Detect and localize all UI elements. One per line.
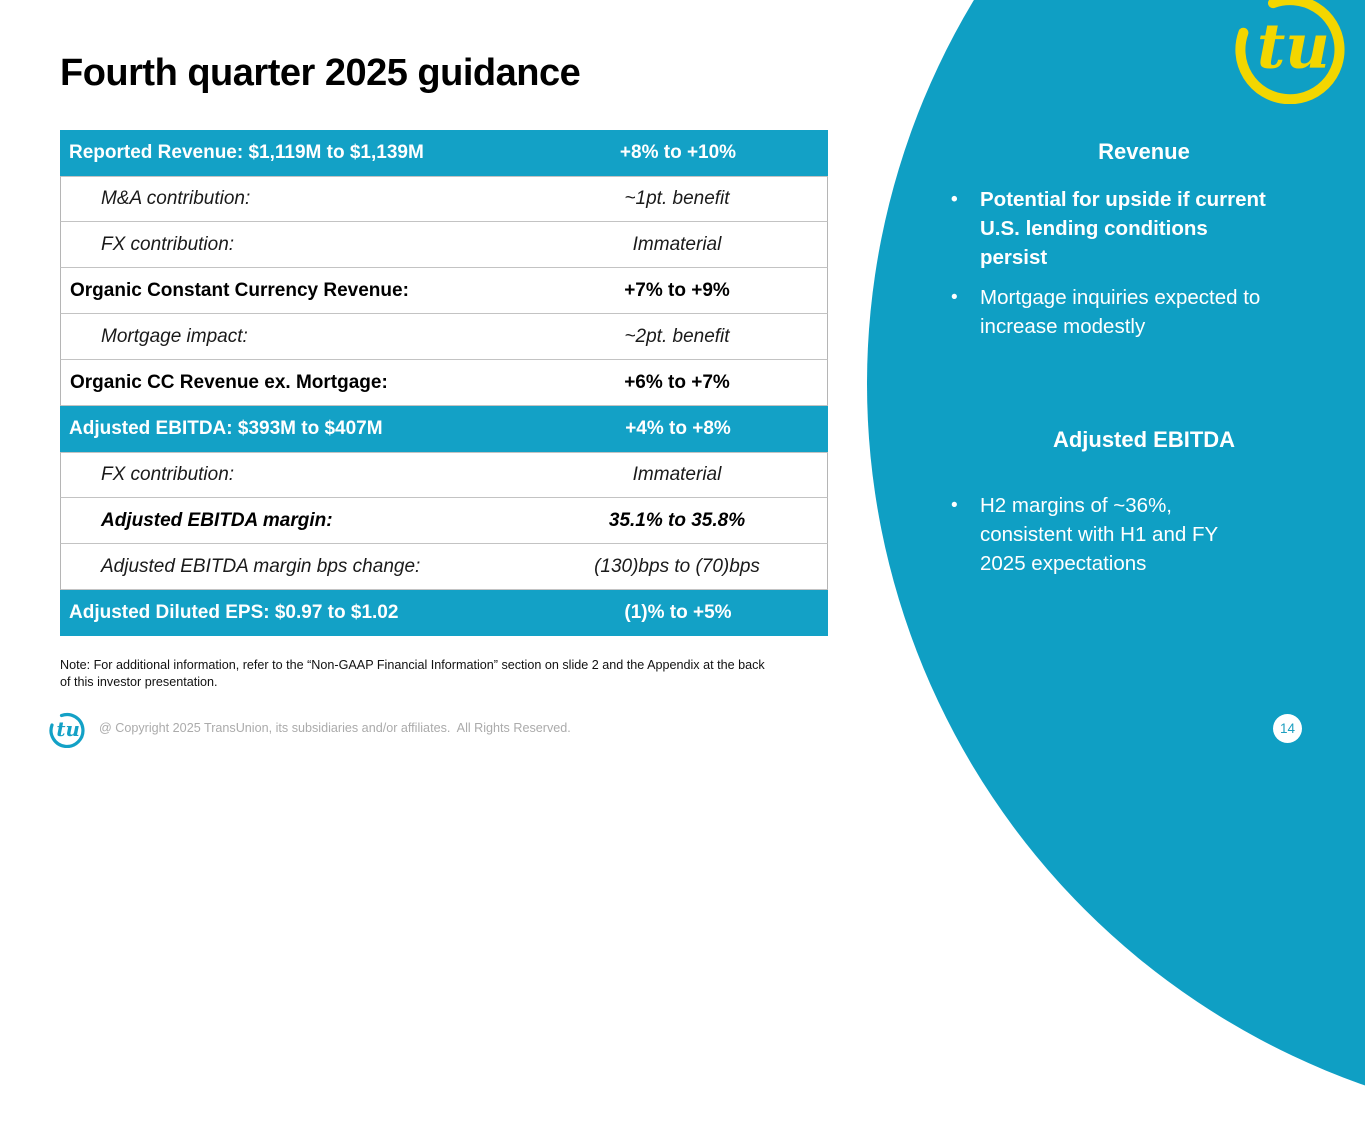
table-row: Adjusted Diluted EPS: $0.97 to $1.02 (1)… — [60, 590, 828, 636]
bullet-list: • H2 margins of ~36%, consistent with H1… — [946, 491, 1342, 578]
row-label: M&A contribution: — [101, 188, 251, 209]
table-row: Organic Constant Currency Revenue: +7% t… — [60, 268, 828, 314]
table-row: Mortgage impact: ~2pt. benefit — [60, 314, 828, 360]
row-label: Adjusted EBITDA margin bps change: — [101, 555, 421, 577]
ebitda-heading: Adjusted EBITDA — [1052, 427, 1236, 452]
logo-letters: tu — [56, 717, 79, 741]
table-row: Adjusted EBITDA margin: 35.1% to 35.8% — [60, 498, 828, 544]
guidance-table: Reported Revenue: $1,119M to $1,139M +8%… — [60, 130, 828, 636]
row-value: +7% to +9% — [624, 279, 730, 301]
table-row: Organic CC Revenue ex. Mortgage: +6% to … — [60, 360, 828, 406]
row-label: Adjusted EBITDA: $393M to $407M — [69, 418, 383, 439]
row-value: 35.1% to 35.8% — [608, 509, 746, 531]
row-value: +6% to +7% — [624, 371, 730, 393]
bullet-dot-icon: • — [951, 189, 958, 210]
transunion-logo-icon: tu — [48, 710, 86, 748]
row-label: FX contribution: — [101, 233, 235, 255]
revenue-heading: Revenue — [1098, 139, 1190, 164]
row-label: Adjusted EBITDA margin: — [101, 509, 333, 531]
bullet-item: • H2 margins of ~36%, consistent with H1… — [946, 491, 1342, 578]
row-label: FX contribution: — [101, 464, 235, 485]
row-value: Immaterial — [632, 233, 722, 255]
row-value: (130)bps to (70)bps — [594, 555, 760, 577]
page-title: Fourth quarter 2025 guidance — [60, 52, 581, 94]
row-value: ~2pt. benefit — [624, 325, 730, 347]
note-text: Note: For additional information, refer … — [60, 658, 765, 689]
logo-letters: tu — [1257, 10, 1330, 82]
copyright-text: @ Copyright 2025 TransUnion, its subsidi… — [99, 721, 571, 735]
slide: { "slide": { "title": "Fourth quarter 20… — [48, 0, 1365, 1127]
row-label: Reported Revenue: $1,119M to $1,139M — [69, 142, 424, 163]
table-row: FX contribution: Immaterial — [60, 452, 828, 498]
table-row: Adjusted EBITDA margin bps change: (130)… — [60, 544, 828, 590]
row-value: +4% to +8% — [625, 418, 731, 439]
revenue-section: Revenue • Potential for upside if curren… — [946, 139, 1342, 341]
row-label: Organic Constant Currency Revenue: — [70, 279, 409, 301]
ebitda-section: Adjusted EBITDA • H2 margins of ~36%, co… — [946, 427, 1342, 578]
bullet-dot-icon: • — [951, 495, 958, 516]
row-value: +8% to +10% — [619, 142, 737, 163]
table-row: FX contribution: Immaterial — [60, 222, 828, 268]
row-value: (1)% to +5% — [624, 602, 732, 623]
row-value: Immaterial — [632, 464, 722, 485]
table-row: Reported Revenue: $1,119M to $1,139M +8%… — [60, 130, 828, 176]
row-label: Mortgage impact: — [101, 325, 248, 347]
bullet-text: Mortgage inquiries expected to increase … — [980, 286, 1261, 338]
bullet-item: • Potential for upside if current U.S. l… — [946, 185, 1342, 272]
row-value: ~1pt. benefit — [624, 188, 730, 209]
bullet-item: • Mortgage inquiries expected to increas… — [946, 283, 1342, 341]
table-row: Adjusted EBITDA: $393M to $407M +4% to +… — [60, 406, 828, 452]
row-label: Organic CC Revenue ex. Mortgage: — [70, 371, 388, 393]
bullet-dot-icon: • — [951, 287, 958, 308]
row-label: Adjusted Diluted EPS: $0.97 to $1.02 — [69, 602, 399, 623]
bullet-text: Potential for upside if current U.S. len… — [980, 188, 1266, 269]
transunion-logo-icon: tu — [1231, 0, 1349, 104]
bullet-text: H2 margins of ~36%, consistent with H1 a… — [980, 494, 1219, 575]
bullet-list: • Potential for upside if current U.S. l… — [946, 185, 1342, 341]
page-number-badge: 14 — [1273, 714, 1302, 743]
table-row: M&A contribution: ~1pt. benefit — [60, 176, 828, 222]
